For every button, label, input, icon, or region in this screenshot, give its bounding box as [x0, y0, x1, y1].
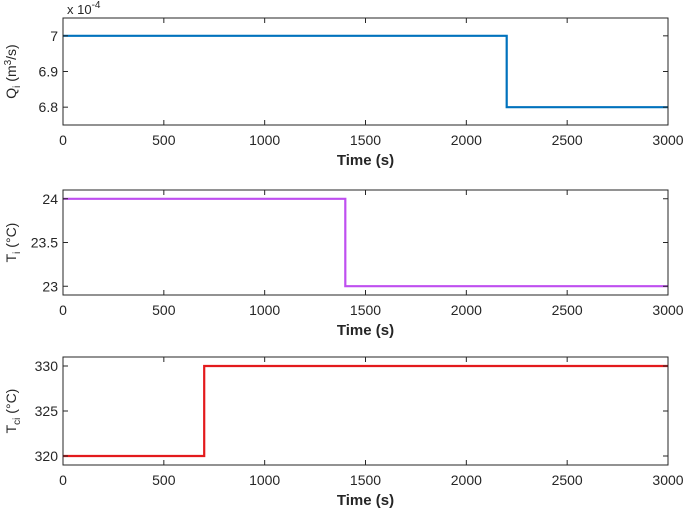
x-tick-label: 1000: [249, 132, 280, 148]
x-tick-label: 500: [152, 472, 176, 488]
x-axis-label: Time (s): [337, 322, 394, 339]
y-tick-label: 23.5: [31, 235, 58, 251]
y-tick-label: 325: [35, 403, 59, 419]
y-exponent-label: x 10-4: [67, 0, 101, 17]
x-axis-label: Time (s): [337, 152, 394, 169]
x-tick-label: 2500: [552, 472, 583, 488]
y-label-superscript: 3: [3, 59, 14, 65]
x-tick-label: 2000: [451, 132, 482, 148]
y-label-unit: /s): [3, 44, 19, 60]
x-axis-label: Time (s): [337, 492, 394, 509]
y-tick-label: 6.8: [39, 99, 59, 115]
y-label-subscript: i: [12, 86, 23, 88]
x-tick-label: 1500: [350, 472, 381, 488]
x-tick-label: 0: [59, 132, 67, 148]
series-line: [63, 364, 668, 458]
x-tick-label: 2500: [552, 132, 583, 148]
x-tick-label: 1000: [249, 472, 280, 488]
x-tick-label: 0: [59, 472, 67, 488]
x-tick-label: 500: [152, 132, 176, 148]
x-tick-label: 1500: [350, 302, 381, 318]
y-label-subscript: i: [12, 252, 23, 254]
y-tick-label: 330: [35, 358, 59, 374]
x-tick-label: 1500: [350, 132, 381, 148]
y-axis-label: Ti (°C): [3, 223, 23, 263]
x-tick-label: 1000: [249, 302, 280, 318]
y-label-symbol: T: [3, 253, 19, 262]
x-tick-label: 0: [59, 302, 67, 318]
chart-1: 0 500 1000 1500 2000 2500 3000 6.8 6.9 7 Time (s) Q…: [3, 0, 684, 169]
y-axis-label: Tci (°C): [3, 389, 23, 434]
y-label-unit: (m: [3, 65, 19, 85]
x-tick-label: 3000: [652, 472, 683, 488]
y-tick-label: 6.9: [39, 64, 59, 80]
y-tick-label: 320: [35, 448, 59, 464]
x-tick-label: 2500: [552, 302, 583, 318]
y-exponent-base: x 10: [67, 2, 92, 17]
y-tick-label: 7: [50, 28, 58, 44]
axes-box: [62, 356, 669, 466]
y-label-subscript: ci: [12, 418, 23, 425]
x-tick-label: 2000: [451, 472, 482, 488]
y-label-symbol: T: [3, 424, 19, 433]
y-tick-label: 24: [42, 191, 58, 207]
y-label-unit: (°C): [3, 389, 19, 418]
y-exponent-power: -4: [92, 0, 101, 11]
series-line: [63, 34, 668, 109]
y-label-unit: (°C): [3, 223, 19, 252]
chart-3: 0 500 1000 1500 2000 2500 3000 320 325 330 Time (s…: [3, 356, 684, 509]
y-label-symbol: Q: [3, 88, 19, 99]
y-axis-label: Qi (m3/s): [3, 44, 23, 98]
chart-2: 0 500 1000 1500 2000 2500 3000 23 23.5 24 Time (s)…: [3, 189, 684, 339]
x-tick-label: 2000: [451, 302, 482, 318]
axes-box: [62, 189, 669, 296]
x-tick-label: 500: [152, 302, 176, 318]
y-tick-label: 23: [42, 278, 58, 294]
axes-box: [62, 17, 669, 126]
x-tick-label: 3000: [652, 132, 683, 148]
x-tick-label: 3000: [652, 302, 683, 318]
series-line: [63, 197, 668, 288]
